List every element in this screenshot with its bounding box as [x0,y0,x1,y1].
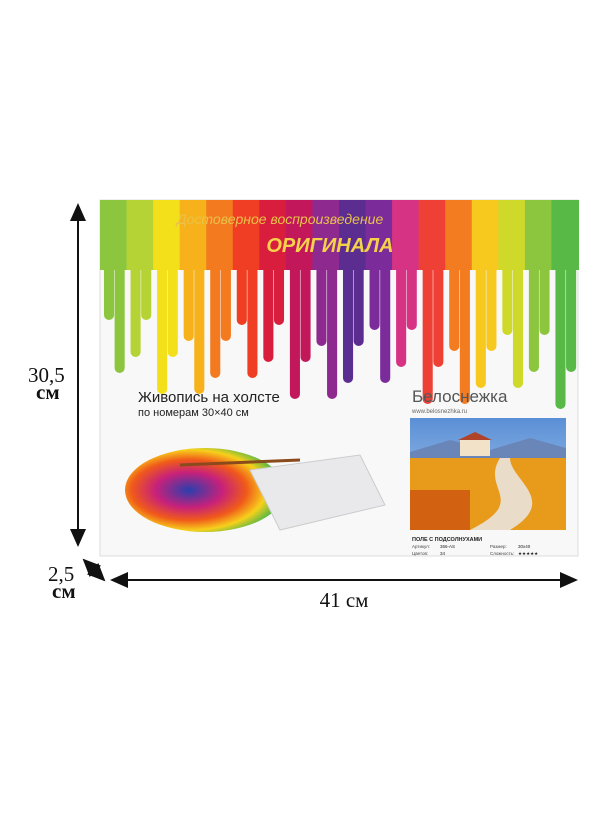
drip-band [312,200,340,270]
drip [422,260,433,404]
tagline-emphasis: ОРИГИНАЛА [266,235,393,257]
drip-band [418,200,447,270]
drip-band [179,200,208,270]
drip [512,260,524,388]
drip-band [365,200,394,270]
drip-band [551,200,579,270]
drip [539,260,550,335]
drip [528,260,539,372]
drip [380,260,391,383]
spec-label: Цветов: [412,551,428,556]
depth-arrow [82,558,106,582]
product-title: Живопись на холсте [138,389,280,406]
spec-value: 366-AS [440,544,455,549]
drip [273,260,285,325]
drip [327,260,338,399]
brush [179,458,301,467]
drip [263,260,274,362]
drip-band [339,200,367,270]
drip [566,260,577,372]
spec-label: Сложность: [490,551,514,556]
drip [486,260,497,351]
drip-band [232,200,261,270]
spec-label: Размер: [490,544,507,549]
depth-unit: см [52,579,76,603]
canvas-sheet [249,454,386,531]
drip [247,260,258,378]
drip [342,260,354,383]
painting [410,418,566,530]
painting-title: ПОЛЕ С ПОДСОЛНУХАМИ [412,537,482,543]
brand: Белоснежка [412,387,508,406]
drip [353,260,364,346]
drip-band [100,200,128,270]
spec-label: Артикул: [412,544,430,549]
spec-value: ★★★★★ [518,551,539,556]
drip-band [126,200,155,270]
drip [502,260,513,335]
drip-band [285,200,314,270]
drip [396,260,407,367]
tagline: Достоверное воспроизведение [175,211,384,227]
drip [130,260,141,357]
drip-band [259,200,287,270]
palette [125,448,285,532]
drip [555,260,566,409]
drip [183,260,194,341]
drip-band [471,200,500,270]
height-unit: см [36,380,60,404]
website: www.belosnezhka.ru [411,409,467,415]
drip-band [392,200,420,270]
drip [114,260,125,373]
drip-band [498,200,526,270]
drip [236,260,247,325]
drip [406,260,417,330]
drip [433,260,444,367]
drip-band [445,200,473,270]
drip [141,260,152,320]
drip [167,260,178,357]
drip [316,260,327,346]
drip [449,260,460,351]
drip-band [524,200,553,270]
drip-band [153,200,181,270]
drip [459,260,470,404]
drip [157,260,168,394]
paint-drips [100,200,579,409]
width-value: 41 см [320,588,369,612]
spec-value: 30х40 [518,544,531,549]
spec-value: 34 [440,551,446,556]
product-subtitle: по номерам 30×40 см [138,407,249,419]
drip [194,260,205,394]
height-value: 30,5 [28,363,65,387]
drip [210,260,221,378]
drip [369,260,380,330]
drip [300,260,311,362]
depth-value: 2,5 [48,562,74,586]
drip [289,260,300,399]
drip [220,260,231,341]
drip [475,260,486,388]
drip [103,260,115,320]
drip-band [206,200,234,270]
